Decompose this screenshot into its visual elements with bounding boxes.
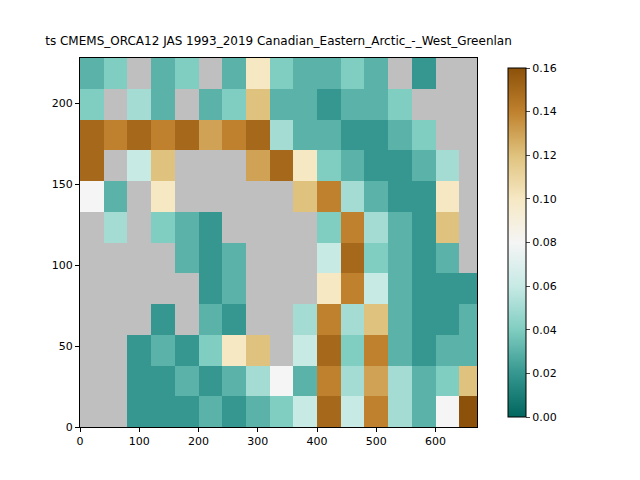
svg-text:0.14: 0.14: [532, 105, 557, 118]
svg-text:0: 0: [77, 435, 84, 448]
svg-text:150: 150: [52, 178, 73, 191]
svg-text:0.10: 0.10: [532, 193, 557, 206]
svg-text:0.08: 0.08: [532, 236, 557, 249]
svg-text:50: 50: [59, 340, 73, 353]
svg-text:0.16: 0.16: [532, 62, 557, 75]
svg-text:0.00: 0.00: [532, 411, 557, 424]
svg-text:300: 300: [247, 435, 268, 448]
svg-text:0.02: 0.02: [532, 367, 557, 380]
svg-text:200: 200: [52, 97, 73, 110]
svg-text:0.06: 0.06: [532, 280, 557, 293]
svg-text:100: 100: [52, 259, 73, 272]
svg-text:100: 100: [129, 435, 150, 448]
svg-text:0.12: 0.12: [532, 149, 557, 162]
svg-text:200: 200: [188, 435, 209, 448]
svg-text:500: 500: [366, 435, 387, 448]
svg-text:0: 0: [66, 421, 73, 434]
svg-text:ts CMEMS_ORCA12 JAS 1993_2019: ts CMEMS_ORCA12 JAS 1993_2019 Canadian_E…: [45, 34, 512, 48]
svg-text:600: 600: [425, 435, 446, 448]
svg-text:0.04: 0.04: [532, 324, 557, 337]
svg-text:400: 400: [307, 435, 328, 448]
